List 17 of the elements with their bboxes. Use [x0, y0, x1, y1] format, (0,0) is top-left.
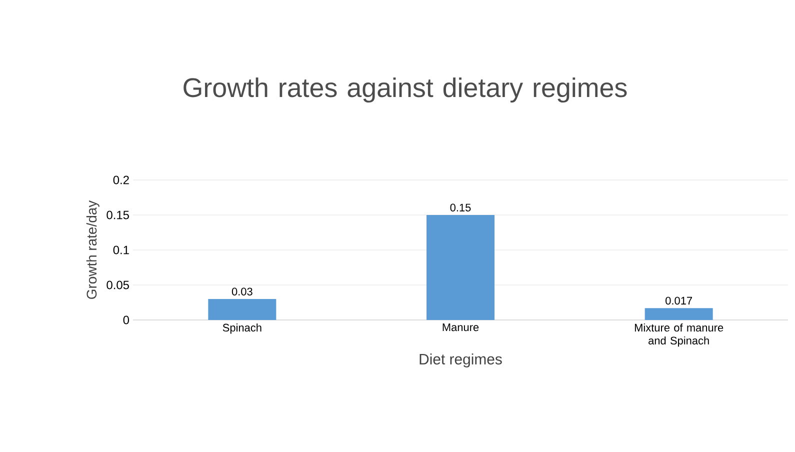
x-tick-label: Spinach — [222, 324, 262, 334]
y-tick-label: 0.2 — [113, 176, 129, 184]
data-label: 0.03 — [232, 288, 252, 296]
bar — [426, 214, 495, 320]
x-tick-label: Manure — [442, 324, 479, 332]
bar — [208, 298, 276, 320]
data-label: 0.15 — [450, 204, 471, 212]
bar — [644, 308, 713, 320]
y-tick-label: 0 — [123, 316, 130, 324]
y-axis-title: Growth rate/day — [86, 200, 100, 299]
y-tick-label: 0.1 — [113, 246, 129, 254]
y-tick-label: 0.15 — [106, 210, 129, 220]
y-tick-label: 0.05 — [106, 280, 129, 290]
x-tick-label: Mixture of manure and Spinach — [634, 324, 724, 347]
data-label: 0.017 — [666, 296, 692, 305]
chart-title: Growth rates against dietary regimes — [184, 77, 627, 103]
x-axis-title: Diet regimes — [420, 354, 502, 368]
